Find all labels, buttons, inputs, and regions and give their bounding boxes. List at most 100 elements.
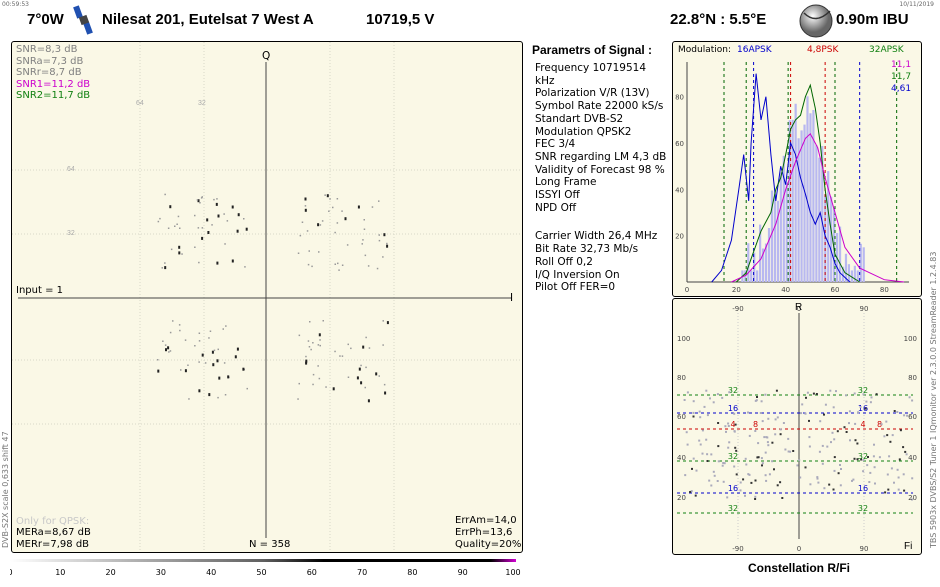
param-line: Long Frame xyxy=(535,176,597,189)
polar-point xyxy=(878,456,881,459)
iq-point xyxy=(237,213,240,217)
iq-point xyxy=(378,200,380,202)
polar-point xyxy=(733,465,736,468)
iq-point xyxy=(199,202,201,204)
param-line: ISSYI Off xyxy=(535,189,580,202)
polar-point xyxy=(823,413,825,416)
polar-point xyxy=(708,479,711,482)
y-tick-left: 80 xyxy=(677,374,686,382)
iq-point xyxy=(375,372,378,376)
q-axis-label: Q xyxy=(262,50,271,62)
scale-tick-label: 70 xyxy=(357,568,367,577)
ring-label: 32 xyxy=(858,504,868,513)
iq-point xyxy=(361,243,363,245)
polar-point xyxy=(888,455,891,458)
iq-point xyxy=(223,362,226,364)
polar-point xyxy=(705,389,708,392)
y-tick-label: 20 xyxy=(675,233,684,241)
polar-point xyxy=(865,400,868,403)
date: 10/11/2019 xyxy=(899,1,934,8)
hist-bar xyxy=(812,109,815,282)
iq-point xyxy=(368,347,371,349)
only-qpsk-label: Only for QPSK: xyxy=(16,516,90,527)
iq-point xyxy=(167,346,170,350)
input-label: Input = 1 xyxy=(16,285,63,296)
iq-point xyxy=(167,227,170,229)
iq-point xyxy=(308,346,311,348)
iq-point xyxy=(312,383,314,386)
iq-point xyxy=(360,381,363,385)
top-tick: -90 xyxy=(732,305,743,313)
polar-point xyxy=(754,498,757,500)
param-line: Polarization V/R (13V) xyxy=(535,87,650,100)
iq-point xyxy=(159,217,161,220)
polar-point xyxy=(859,406,862,408)
polar-point xyxy=(899,429,902,432)
iq-point xyxy=(194,345,196,347)
iq-point xyxy=(346,244,349,246)
iq-point xyxy=(188,398,190,400)
param-line: Carrier Width 26,4 MHz xyxy=(535,230,658,243)
polar-point xyxy=(843,426,846,429)
err-am: ErrAm=14,0 xyxy=(455,515,517,526)
iq-point xyxy=(217,396,219,399)
params-title: Parametrs of Signal : xyxy=(532,43,653,57)
polar-point xyxy=(771,460,774,463)
y-tick-right: 20 xyxy=(908,494,917,502)
polar-point xyxy=(750,481,753,484)
polar-point xyxy=(839,464,841,466)
iq-point xyxy=(356,376,359,380)
polar-point xyxy=(867,456,869,458)
polar-point xyxy=(898,458,901,461)
polar-point xyxy=(767,417,770,420)
iq-point xyxy=(344,217,347,221)
polar-point xyxy=(818,450,821,453)
iq-point xyxy=(365,366,367,369)
polar-point xyxy=(840,468,842,470)
hist-bar xyxy=(827,171,830,282)
param-line: FEC 3/4 xyxy=(535,138,576,151)
param-line: I/Q Inversion On xyxy=(535,268,620,281)
hist-bar xyxy=(806,96,809,282)
polar-point xyxy=(735,449,738,452)
left-side-info: DVB-S2X scale 0,633 shift 47 xyxy=(1,431,10,548)
polar-point xyxy=(734,423,737,426)
x-tick-label: 0 xyxy=(685,286,689,294)
polar-point xyxy=(787,450,790,453)
polar-point xyxy=(698,439,701,442)
iq-point xyxy=(341,264,344,266)
polar-point xyxy=(754,479,757,482)
iq-point xyxy=(211,224,213,226)
snr-list: SNR=8,3 dB SNRa=7,3 dB SNRr=8,7 dB SNR1=… xyxy=(16,44,90,102)
iq-point xyxy=(216,198,218,200)
grid-label: 32 xyxy=(198,100,206,107)
polar-point xyxy=(816,477,819,480)
polar-point xyxy=(835,390,837,393)
hist-bar xyxy=(800,130,803,282)
polar-point xyxy=(739,489,742,492)
y-tick-right: 40 xyxy=(908,454,917,462)
constellation-panel: SNR=8,3 dB SNRa=7,3 dB SNRr=8,7 dB SNR1=… xyxy=(11,41,523,553)
polar-point xyxy=(776,484,779,487)
iq-point xyxy=(224,243,226,245)
polar-point xyxy=(804,466,807,469)
iq-point xyxy=(319,224,322,226)
iq-point xyxy=(305,361,308,365)
bottom-tick: 0 xyxy=(797,545,801,553)
modulation-label: Modulation: xyxy=(678,45,731,55)
polar-point xyxy=(733,412,736,415)
polar-point xyxy=(764,393,767,396)
grid-label: 64 xyxy=(67,166,75,173)
hist-bar xyxy=(744,270,747,282)
polar-point xyxy=(728,391,731,394)
iq-point xyxy=(325,386,327,388)
param-line: Pilot Off FER=0 xyxy=(535,281,616,294)
ring-label: 32 xyxy=(728,504,738,513)
scale-tick-label: 20 xyxy=(106,568,116,577)
iq-point xyxy=(164,262,166,264)
hist-bar xyxy=(844,253,848,282)
polar-point xyxy=(911,498,913,501)
polar-point xyxy=(692,457,695,460)
polar-point xyxy=(744,457,747,460)
polar-point xyxy=(775,389,778,392)
